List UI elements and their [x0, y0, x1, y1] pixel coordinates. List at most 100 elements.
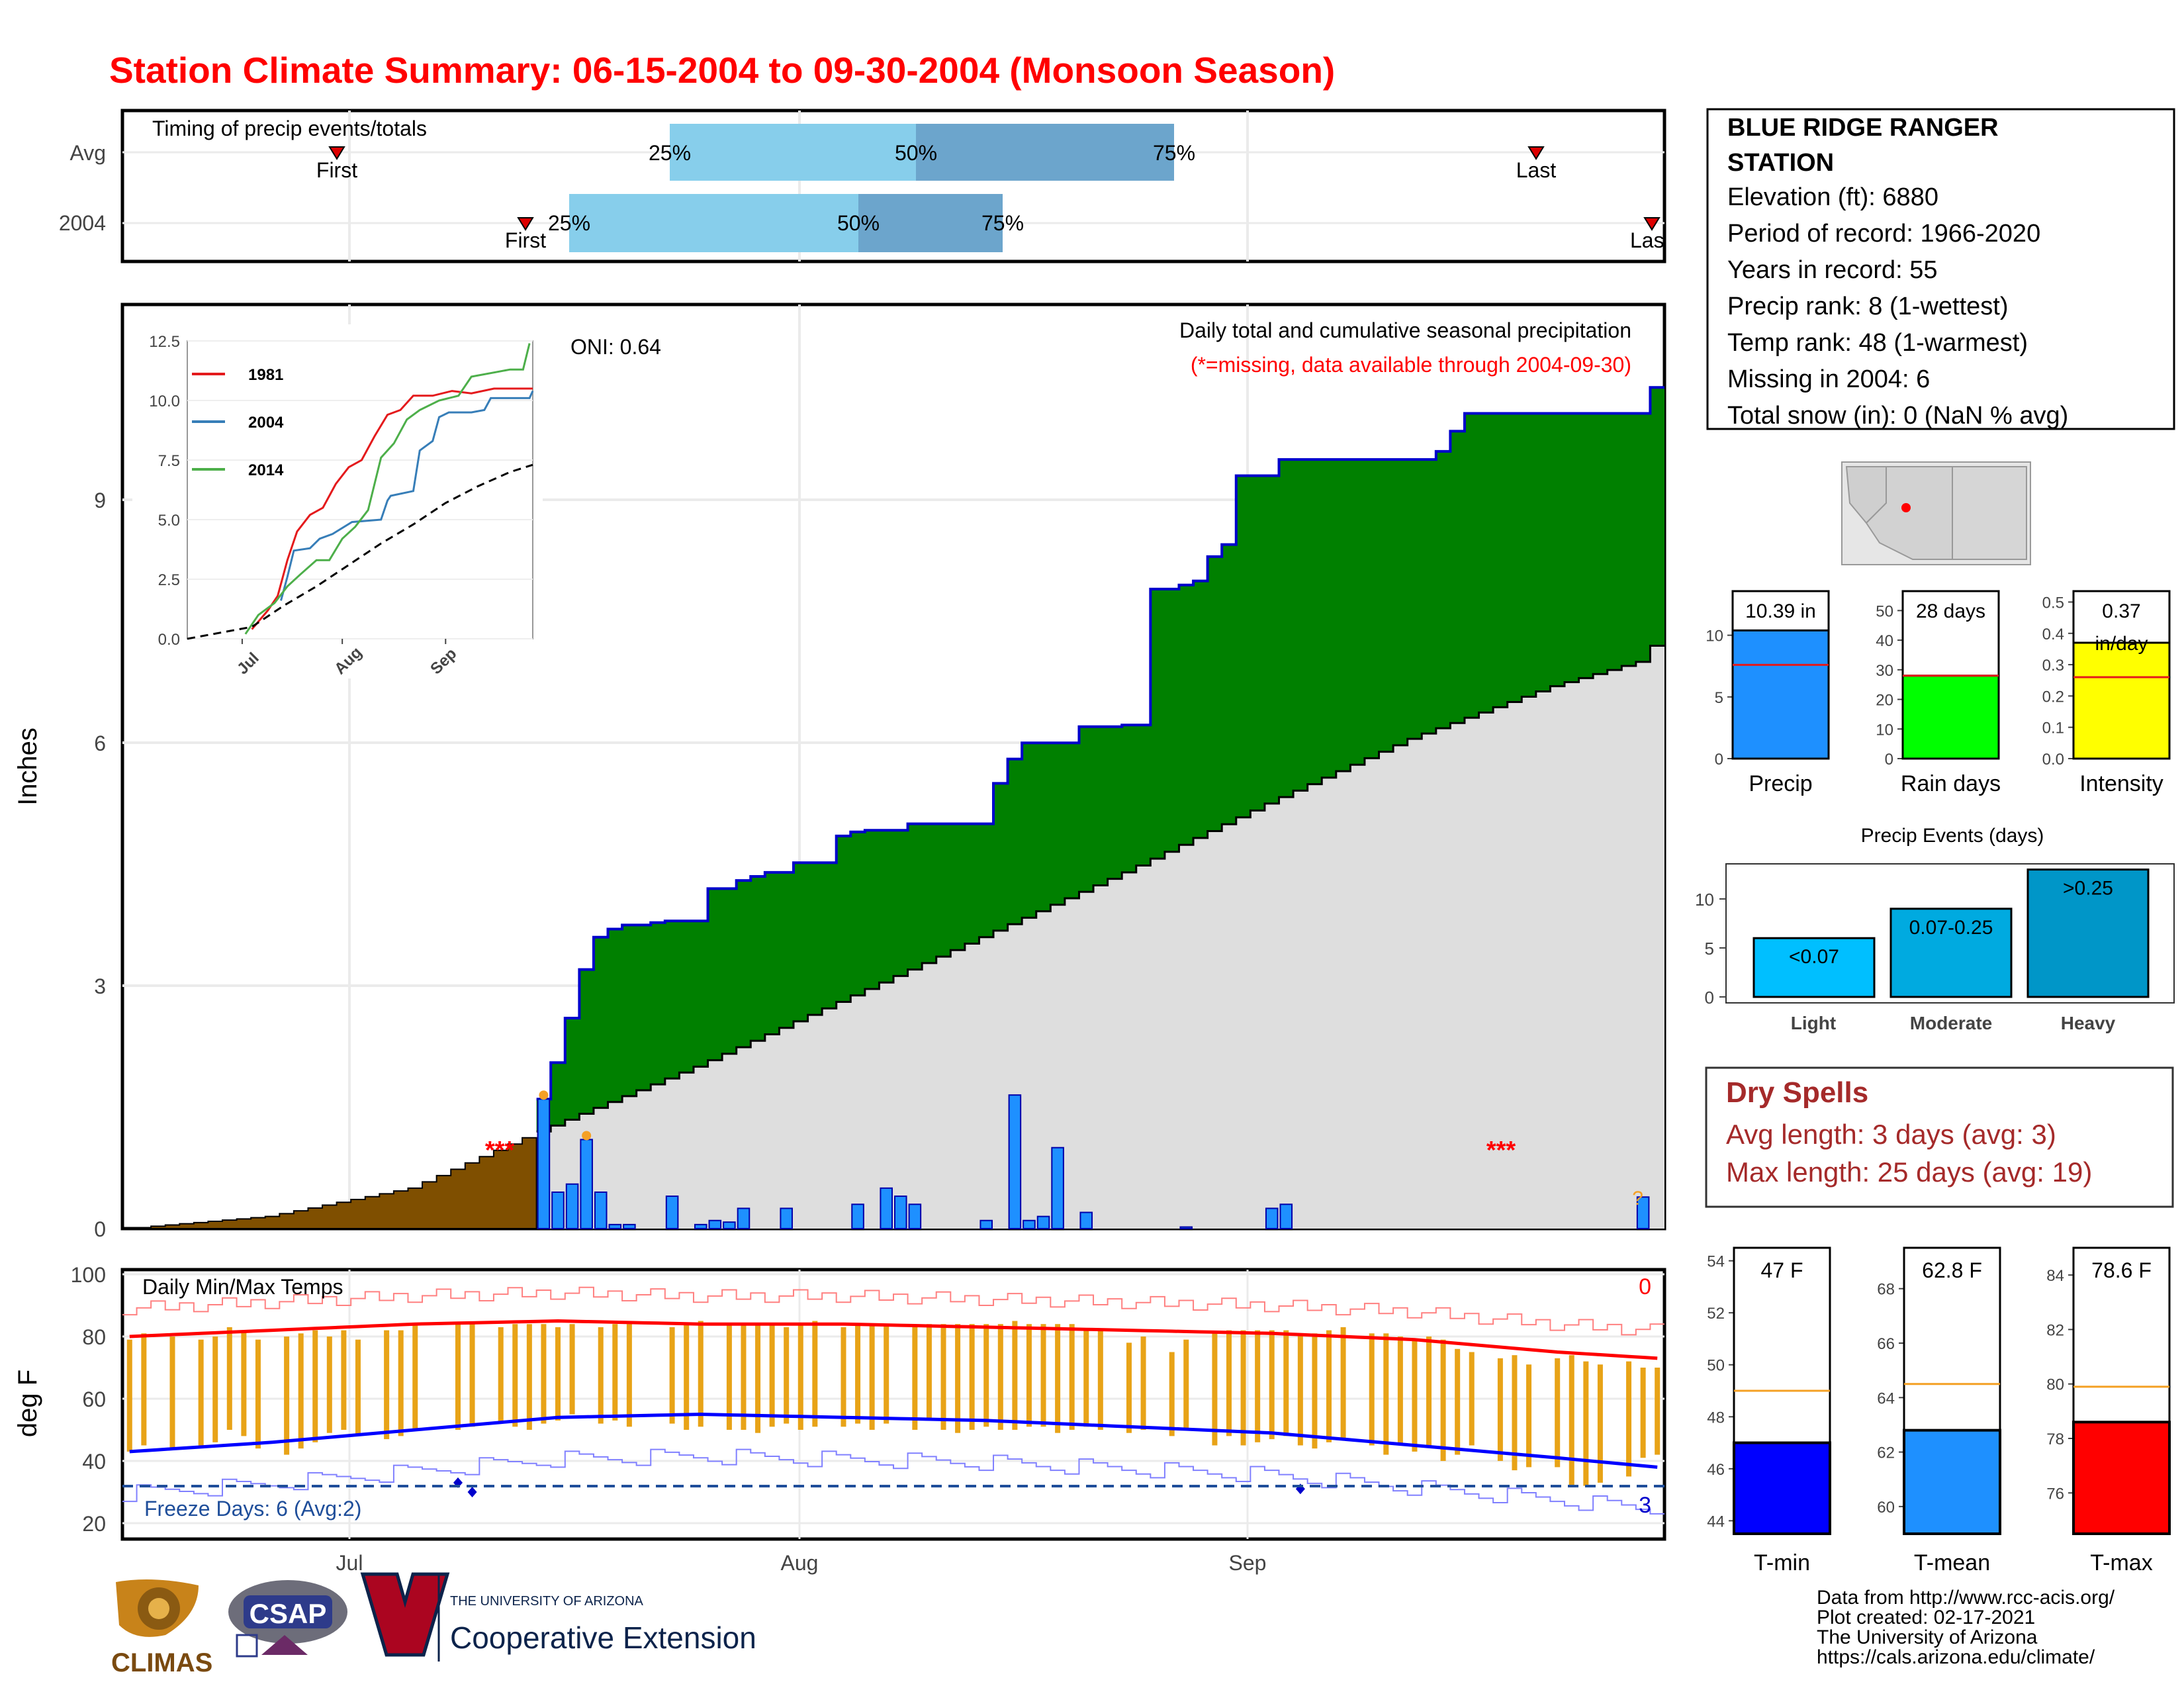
missing-flag-marker: [539, 1090, 549, 1100]
timing-row-label-avg: Avg: [69, 141, 106, 165]
daily-temp-range-bar: [569, 1324, 575, 1415]
daily-temp-range-bar: [698, 1321, 704, 1427]
daily-temp-range-bar: [1397, 1336, 1403, 1446]
inset-ytick-0: 0.0: [158, 631, 180, 649]
daily-temp-range-bar: [1340, 1327, 1346, 1440]
daily-temp-range-bar: [1183, 1339, 1189, 1430]
dry-spells-box: Dry Spells Avg length: 3 days (avg: 3) M…: [1705, 1066, 2174, 1208]
summary-tick-label: 40: [1876, 632, 1893, 650]
daily-temp-range-bar: [1326, 1330, 1332, 1442]
daily-temp-range-bar: [598, 1327, 604, 1424]
cumulative-above-average-area: [536, 387, 1664, 1132]
events-bar-label: >0.25: [2063, 878, 2113, 900]
events-cat-light: Light: [1791, 1013, 1836, 1033]
daily-temp-range-bar: [1383, 1333, 1389, 1455]
summary-tick-label: 10: [1876, 721, 1893, 739]
climas-text: CLIMAS: [111, 1648, 212, 1677]
freeze-days-label: Freeze Days: 6 (Avg:2): [144, 1497, 361, 1521]
daily-temp-range-bar: [326, 1336, 332, 1433]
cumulative-precip-line: [536, 386, 1664, 1101]
summary-tick-label: 0: [1715, 751, 1723, 769]
summary-bar-precip: [1731, 629, 1830, 760]
temp-summary-category-label: T-max: [2090, 1550, 2152, 1575]
daily-temp-range-bar: [1283, 1330, 1289, 1436]
daily-temp-range-bar: [912, 1327, 918, 1430]
timing-avg-box-upper: [916, 124, 1174, 181]
daily-temp-range-bar: [555, 1327, 561, 1421]
summary-category-label: Rain days: [1901, 771, 2001, 796]
daily-precip-bar: [979, 1219, 993, 1230]
daily-temp-range-bar: [726, 1324, 732, 1430]
daily-temp-range-bar: [1312, 1333, 1318, 1449]
temp-summary-tick-label: 48: [1707, 1409, 1725, 1427]
missing-note: (*=missing, data available through 2004-…: [1191, 353, 1631, 377]
temp-summary-bar-t-max: [2072, 1421, 2171, 1535]
inset-chart: 0.0 2.5 5.0 7.5 10.0 12.5 Jul Aug Sep 19…: [132, 324, 543, 679]
temp-ytick-40: 40: [82, 1450, 106, 1474]
temp-summary-tick-label: 54: [1707, 1253, 1725, 1271]
daily-precip-bar: [565, 1183, 579, 1229]
precip-events-chart: Precip Events (days) <0.07 0.07-0.25 >0.25…: [1695, 825, 2175, 1033]
inset-ytick-5: 12.5: [149, 333, 180, 351]
daily-precip-bar: [851, 1203, 864, 1230]
xtick-sep: Sep: [1229, 1551, 1267, 1575]
record-min-line: [122, 1448, 1664, 1515]
daily-temp-range-bar: [1126, 1342, 1132, 1433]
temp-count-top: 0: [1639, 1274, 1651, 1299]
daily-temp-range-bar: [869, 1324, 875, 1430]
summary-tick-label: 30: [1876, 662, 1893, 680]
temperature-panel: Daily Min/Max Temps Freeze Days: 6 (Avg:…: [13, 1263, 1666, 1575]
temp-ylabel: deg F: [13, 1370, 42, 1437]
temp-summary-tick-label: 60: [1877, 1499, 1895, 1517]
inset-legend-1981: 1981: [248, 366, 283, 384]
temp-summary-tick-label: 82: [2046, 1321, 2064, 1339]
inset-ytick-4: 10.0: [149, 393, 180, 410]
events-layer: <0.07 0.07-0.25 >0.25: [1719, 868, 2150, 998]
temp-summary-tick-label: 80: [2046, 1376, 2064, 1394]
timing-avg-first-label: First: [316, 158, 357, 182]
daily-temp-range-bar: [469, 1324, 475, 1427]
xtick-aug: Aug: [781, 1551, 819, 1575]
daily-temp-range-bar: [997, 1324, 1003, 1430]
timing-row-label-2004: 2004: [59, 211, 106, 235]
temp-summary-tick-label: 62: [1877, 1444, 1895, 1462]
inset-legend-2004: 2004: [248, 414, 284, 432]
daily-temp-range-bar: [384, 1330, 390, 1440]
timing-2004-box-lower: [569, 194, 858, 252]
daily-precip-bar: [737, 1207, 751, 1230]
daily-temp-range-bar: [1040, 1324, 1046, 1427]
page-title: Station Climate Summary: 06-15-2004 to 0…: [109, 50, 1335, 91]
daily-temp-range-bar: [241, 1330, 247, 1436]
timing-2004-last-marker: [1643, 217, 1661, 231]
daily-precip-bar: [894, 1196, 907, 1229]
temp-summary-value-label: 78.6 F: [2091, 1258, 2152, 1282]
inset-legend-2014: 2014: [248, 461, 284, 479]
daily-temp-range-bar: [1369, 1333, 1375, 1446]
precip-panel: ? Inches 0 3 6 9 ONI: 0.64 Daily total a…: [13, 303, 1666, 1241]
daily-temp-range-bar: [198, 1339, 204, 1446]
events-ytick-5: 5: [1705, 939, 1714, 959]
temp-ytick-20: 20: [82, 1512, 106, 1536]
timing-2004-first-label: First: [505, 228, 546, 252]
daily-temp-range-bar: [1069, 1324, 1075, 1430]
events-bar-light: [1752, 937, 1876, 998]
temp-ytick-60: 60: [82, 1387, 106, 1411]
summary-value-label: 10.39 in: [1745, 600, 1816, 622]
daily-temp-range-bar: [1440, 1339, 1446, 1461]
daily-precip-bar: [1036, 1215, 1050, 1230]
daily-temp-range-bar: [797, 1324, 803, 1430]
average-cumulative-area: [536, 645, 1664, 1229]
temp-summary-tick-label: 44: [1707, 1513, 1725, 1530]
daily-precip-bar: [1079, 1211, 1093, 1230]
daily-temp-range-bar: [855, 1324, 861, 1424]
missing-marker-early: ***: [485, 1137, 515, 1164]
daily-temp-range-bar: [1497, 1358, 1503, 1461]
inset-line-2014: [244, 343, 531, 635]
temp-summary-bar-t-min: [1733, 1441, 1831, 1535]
daily-temp-range-bar: [1012, 1321, 1018, 1430]
daily-precip-bar: [780, 1207, 793, 1230]
daily-temp-range-bar: [784, 1327, 790, 1424]
daily-temp-range-bar: [341, 1330, 347, 1430]
daily-precip-bar: [1051, 1147, 1064, 1229]
daily-temp-range-bar: [1583, 1361, 1589, 1486]
